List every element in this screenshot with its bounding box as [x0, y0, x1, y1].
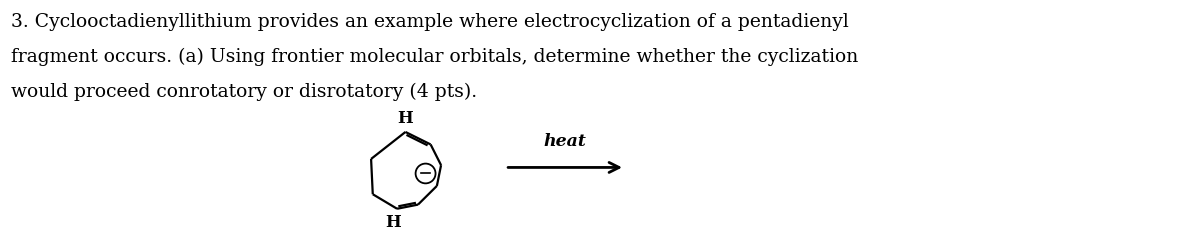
Text: 3. Cyclooctadienyllithium provides an example where electrocyclization of a pent: 3. Cyclooctadienyllithium provides an ex…	[11, 13, 850, 31]
Text: heat: heat	[544, 133, 587, 150]
Text: would proceed conrotatory or disrotatory (4 pts).: would proceed conrotatory or disrotatory…	[11, 82, 478, 101]
Text: fragment occurs. (a) Using frontier molecular orbitals, determine whether the cy: fragment occurs. (a) Using frontier mole…	[11, 48, 859, 66]
Text: H: H	[385, 214, 401, 231]
Text: H: H	[397, 110, 413, 127]
